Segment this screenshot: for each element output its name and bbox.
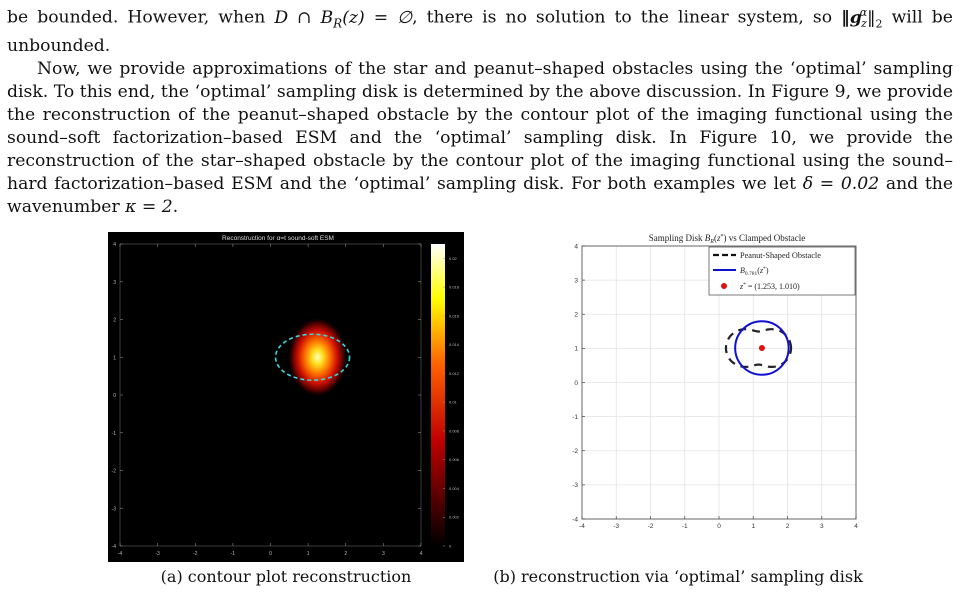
colorbar-tick-label: 0.018 <box>449 285 460 290</box>
y-tick-label: -4 <box>112 544 117 550</box>
caption-a: (a) contour plot reconstruction <box>160 567 412 586</box>
plot-b-series <box>724 320 793 376</box>
x-tick-label: -3 <box>155 551 160 557</box>
plot-b-ticks: -4 -3 -2 -1 0 1 2 3 4 -4 -3 -2 -1 0 1 2 3 4 <box>572 243 858 530</box>
colorbar-tick-label: 0.008 <box>449 428 460 433</box>
colorbar-tick-label: 0 <box>449 544 452 549</box>
paragraph-2: Now, we provide approximations of the st… <box>7 59 953 217</box>
y-tick-label: -3 <box>112 506 117 512</box>
center-point-marker <box>758 345 765 352</box>
y-tick-label: 1 <box>574 346 578 353</box>
y-tick-label: 3 <box>113 280 116 286</box>
legend-point: z* = (1.253, 1.010) <box>739 282 800 291</box>
y-tick-label: 0 <box>574 380 578 387</box>
y-tick-label: 1 <box>113 355 116 361</box>
colorbar-tick-label: 0.006 <box>449 457 460 462</box>
x-tick-label: 1 <box>751 523 755 530</box>
y-tick-label: -3 <box>572 482 578 489</box>
x-tick-label: 2 <box>786 523 790 530</box>
x-tick-label: 0 <box>269 551 272 557</box>
plot-b-title: Sampling Disk BR(z*) vs Clamped Obstacle <box>649 233 805 245</box>
colorbar-tick-label: 0.004 <box>449 486 460 491</box>
x-tick-label: 3 <box>382 551 385 557</box>
y-tick-label: -2 <box>572 448 578 455</box>
x-tick-label: 1 <box>307 551 310 557</box>
y-tick-label: 2 <box>574 312 578 319</box>
peanut-obstacle-curve <box>724 328 793 368</box>
x-tick-label: 2 <box>344 551 347 557</box>
legend-peanut: Peanut-Shaped Obstacle <box>740 251 821 260</box>
plot-b-legend: Peanut-Shaped Obstacle B0.781(z*) z* = (… <box>708 246 856 296</box>
x-tick-label: -2 <box>648 523 654 530</box>
heatmap-axis-ticks: -4 -3 -2 -1 0 1 2 3 4 -4 -3 -2 -1 0 1 2 3 4 <box>112 242 423 557</box>
x-tick-label: -1 <box>682 523 688 530</box>
y-tick-label: -1 <box>572 414 578 421</box>
y-tick-label: 2 <box>113 318 116 324</box>
figure-b-disk-plot: Sampling Disk BR(z*) vs Clamped Obstacle… <box>572 233 858 530</box>
colorbar-tick-label: 0.002 <box>449 515 460 520</box>
x-tick-label: -1 <box>231 551 236 557</box>
x-tick-label: 4 <box>420 551 423 557</box>
y-tick-label: 4 <box>113 242 116 248</box>
y-tick-label: 3 <box>574 277 578 284</box>
heatmap-title: Reconstruction for α=t sound-soft ESM <box>222 235 334 242</box>
y-tick-label: 0 <box>113 393 116 399</box>
y-tick-label: -2 <box>112 469 117 475</box>
y-tick-label: -1 <box>112 431 117 437</box>
x-tick-label: 4 <box>854 523 858 530</box>
y-tick-label: -4 <box>572 516 578 523</box>
paragraph-1: be bounded. However, when D ∩ BR(z) = ∅,… <box>7 6 953 57</box>
heatmap-plot <box>274 317 351 398</box>
legend-point-marker <box>721 283 727 289</box>
obstacle-outline <box>274 333 351 382</box>
figure-a-heatmap: Reconstruction for α=t sound-soft ESM -4… <box>108 232 464 562</box>
colorbar-tick-label: 0.02 <box>449 256 458 261</box>
x-tick-label: -4 <box>118 551 123 557</box>
x-tick-label: -4 <box>579 523 585 530</box>
x-tick-label: -2 <box>193 551 198 557</box>
colorbar-tick-label: 0.016 <box>449 313 460 318</box>
legend-disk: B0.781(z*) <box>740 266 769 277</box>
caption-b: (b) reconstruction via ‘optimal’ samplin… <box>493 567 863 586</box>
sampling-disk-circle <box>734 320 790 376</box>
colorbar <box>431 244 445 546</box>
colorbar-tick-label: 0.014 <box>449 342 460 347</box>
intensity-peak <box>287 317 348 398</box>
heatmap-background <box>108 232 464 562</box>
x-tick-label: -3 <box>613 523 619 530</box>
x-tick-label: 0 <box>717 523 721 530</box>
colorbar-ticks: 0 0.002 0.004 0.006 0.008 0.01 0.012 0.014 0.016… <box>443 256 460 549</box>
colorbar-tick-label: 0.01 <box>449 400 458 405</box>
x-tick-label: 3 <box>820 523 824 530</box>
colorbar-tick-label: 0.012 <box>449 371 460 376</box>
y-tick-label: 4 <box>574 243 578 250</box>
